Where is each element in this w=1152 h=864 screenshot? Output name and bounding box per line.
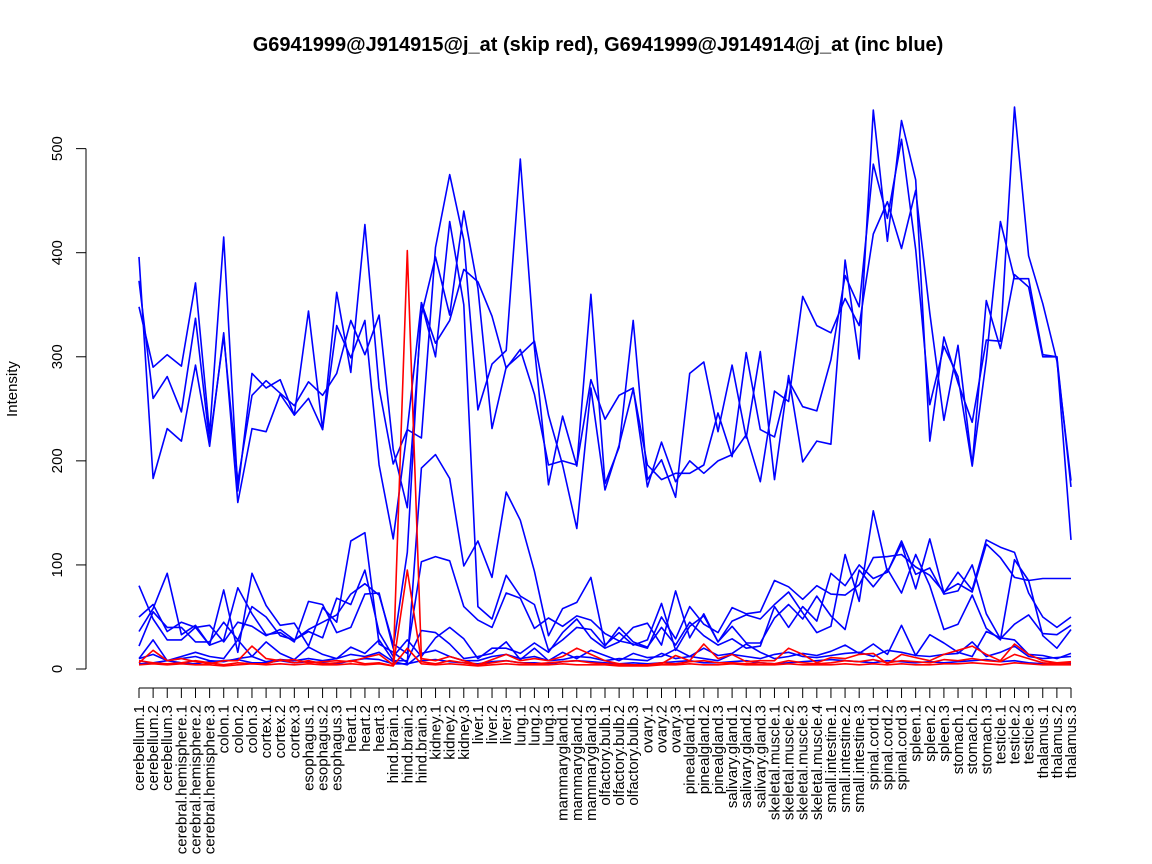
x-tick-label: mammarygland.2 bbox=[569, 705, 586, 821]
y-tick-label: 400 bbox=[49, 240, 66, 265]
y-tick-label: 300 bbox=[49, 344, 66, 369]
x-tick-label: spleen.2 bbox=[922, 705, 939, 762]
x-tick-label: esophagus.2 bbox=[315, 705, 332, 791]
x-tick-label: spleen.3 bbox=[936, 705, 953, 762]
x-tick-label: pinealgland.1 bbox=[682, 705, 699, 794]
series-line-inc bbox=[138, 553, 1072, 660]
x-tick-label: pinealgland.2 bbox=[696, 705, 713, 794]
x-tick-label: heart.1 bbox=[343, 705, 360, 752]
y-tick-label: 500 bbox=[49, 136, 66, 161]
x-tick-label: kidney.1 bbox=[428, 705, 445, 760]
x-tick-label: stomach.1 bbox=[950, 705, 967, 774]
x-tick-label: thalamus.3 bbox=[1063, 705, 1080, 778]
x-tick-label: lung.3 bbox=[541, 705, 558, 746]
series-line-inc bbox=[138, 138, 1072, 530]
x-tick-label: small.intestine.3 bbox=[851, 705, 868, 813]
x-tick-label: skeletal.muscle.1 bbox=[766, 705, 783, 820]
x-tick-label: salivary.gland.3 bbox=[752, 705, 769, 808]
x-tick-label: cortex.3 bbox=[286, 705, 303, 758]
series-line-skip bbox=[138, 569, 1072, 667]
x-tick-label: ovary.1 bbox=[639, 705, 656, 753]
x-tick-label: skeletal.muscle.3 bbox=[795, 705, 812, 820]
x-tick-label: mammarygland.3 bbox=[583, 705, 600, 821]
x-tick-label: spinal.cord.2 bbox=[879, 705, 896, 790]
series-line-inc bbox=[138, 543, 1071, 655]
x-tick-label: skeletal.muscle.4 bbox=[809, 705, 826, 820]
series-line-inc bbox=[138, 106, 1072, 499]
x-tick-label: liver.1 bbox=[470, 705, 487, 744]
x-tick-label: cerebellum.2 bbox=[145, 705, 162, 791]
x-tick-label: testicle.1 bbox=[992, 705, 1009, 764]
x-tick-label: spleen.1 bbox=[908, 705, 925, 762]
x-tick-label: cerebral.hemisphere.1 bbox=[173, 705, 190, 854]
x-tick-label: cortex.2 bbox=[272, 705, 289, 758]
x-tick-label: spinal.cord.3 bbox=[894, 705, 911, 790]
x-tick-label: thalamus.1 bbox=[1035, 705, 1052, 778]
x-tick-label: cerebellum.3 bbox=[159, 705, 176, 791]
series-line-inc bbox=[138, 220, 1072, 652]
x-axis: cerebellum.1cerebellum.2cerebellum.3cere… bbox=[131, 687, 1080, 854]
y-tick-label: 0 bbox=[49, 665, 66, 673]
x-tick-label: salivary.gland.2 bbox=[738, 705, 755, 808]
x-tick-label: olfactory.bulb.3 bbox=[625, 705, 642, 806]
x-tick-label: skeletal.muscle.2 bbox=[781, 705, 798, 820]
x-tick-label: stomach.2 bbox=[964, 705, 981, 774]
x-tick-label: hind.brain.3 bbox=[413, 705, 430, 783]
x-tick-label: cerebral.hemisphere.2 bbox=[187, 705, 204, 854]
x-tick-label: hind.brain.2 bbox=[399, 705, 416, 783]
x-tick-label: small.intestine.2 bbox=[837, 705, 854, 813]
x-tick-label: colon.3 bbox=[244, 705, 261, 753]
x-tick-label: esophagus.1 bbox=[300, 705, 317, 791]
x-tick-label: cerebral.hemisphere.3 bbox=[202, 705, 219, 854]
x-tick-label: pinealgland.3 bbox=[710, 705, 727, 794]
x-tick-label: hind.brain.1 bbox=[385, 705, 402, 783]
x-tick-label: heart.2 bbox=[357, 705, 374, 752]
x-tick-label: cortex.1 bbox=[258, 705, 275, 758]
x-tick-label: esophagus.3 bbox=[329, 705, 346, 791]
x-tick-label: salivary.gland.1 bbox=[724, 705, 741, 808]
x-tick-label: kidney.3 bbox=[456, 705, 473, 760]
x-tick-label: lung.2 bbox=[526, 705, 543, 746]
x-tick-label: ovary.2 bbox=[653, 705, 670, 753]
x-tick-label: heart.3 bbox=[371, 705, 388, 752]
x-tick-label: liver.3 bbox=[498, 705, 515, 744]
x-tick-label: kidney.2 bbox=[442, 705, 459, 760]
y-tick-label: 200 bbox=[49, 448, 66, 473]
series-line-skip bbox=[138, 249, 1072, 666]
x-tick-label: testicle.2 bbox=[1007, 705, 1024, 764]
series-line-skip bbox=[138, 647, 1071, 667]
x-tick-label: mammarygland.1 bbox=[555, 705, 572, 821]
y-axis: 0 100 200 300 400 500 bbox=[49, 136, 87, 673]
x-tick-label: stomach.3 bbox=[978, 705, 995, 774]
y-axis-label: Intensity bbox=[4, 361, 21, 417]
x-tick-label: olfactory.bulb.1 bbox=[597, 705, 614, 806]
x-tick-label: lung.1 bbox=[512, 705, 529, 746]
x-tick-label: cerebellum.1 bbox=[131, 705, 148, 791]
x-tick-label: colon.2 bbox=[230, 705, 247, 753]
x-tick-label: olfactory.bulb.2 bbox=[611, 705, 628, 806]
x-tick-label: liver.2 bbox=[484, 705, 501, 744]
chart-title: G6941999@J914915@j_at (skip red), G69419… bbox=[253, 34, 944, 56]
x-tick-label: testicle.3 bbox=[1021, 705, 1038, 764]
series-group bbox=[138, 106, 1072, 667]
x-tick-label: small.intestine.1 bbox=[823, 705, 840, 813]
x-tick-label: ovary.3 bbox=[668, 705, 685, 753]
y-tick-label: 100 bbox=[49, 552, 66, 577]
x-tick-label: spinal.cord.1 bbox=[865, 705, 882, 790]
x-tick-label: thalamus.2 bbox=[1049, 705, 1066, 778]
x-tick-label: colon.1 bbox=[216, 705, 233, 753]
